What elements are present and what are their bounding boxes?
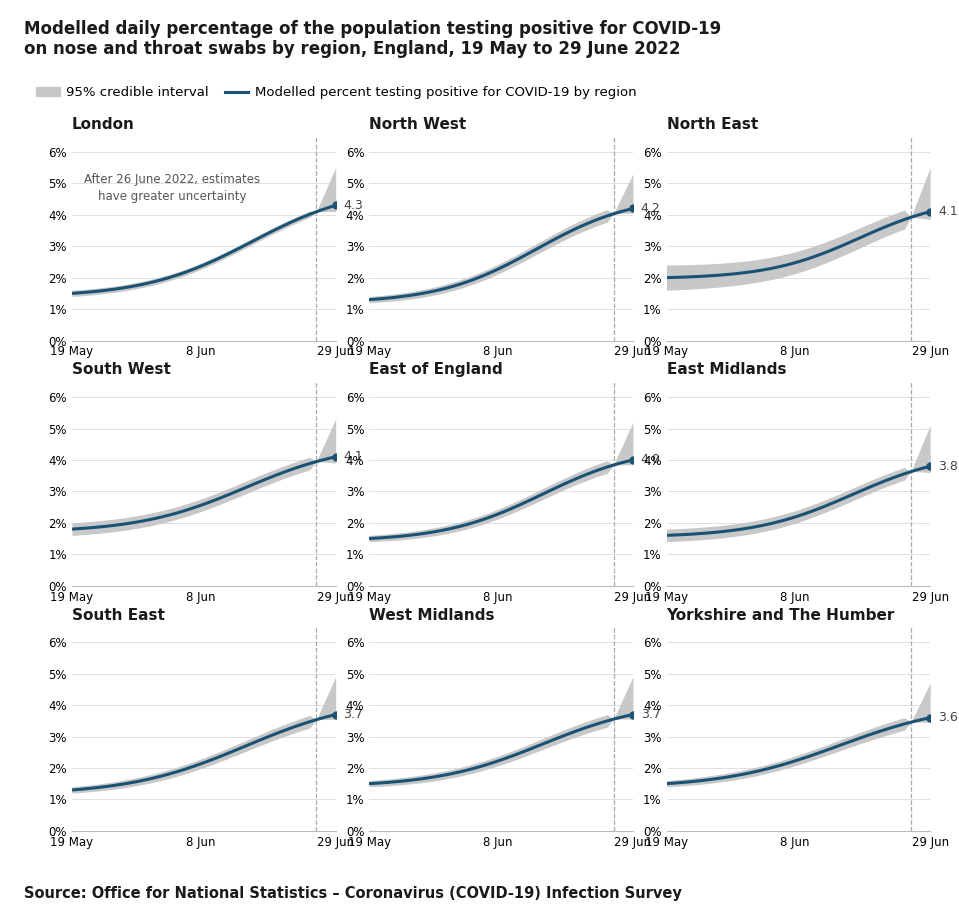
Text: East of England: East of England xyxy=(369,362,503,378)
Text: 4.0: 4.0 xyxy=(641,453,661,467)
Text: West Midlands: West Midlands xyxy=(369,607,495,623)
Text: 4.1: 4.1 xyxy=(343,450,363,463)
Text: North West: North West xyxy=(369,117,466,133)
Text: 4.2: 4.2 xyxy=(641,202,661,215)
Text: Yorkshire and The Humber: Yorkshire and The Humber xyxy=(667,607,895,623)
Text: Source: Office for National Statistics – Coronavirus (COVID-19) Infection Survey: Source: Office for National Statistics –… xyxy=(24,885,682,901)
Text: 3.8: 3.8 xyxy=(938,459,958,473)
Text: North East: North East xyxy=(667,117,758,133)
Text: 3.7: 3.7 xyxy=(641,708,661,721)
Text: East Midlands: East Midlands xyxy=(667,362,786,378)
Text: 4.1: 4.1 xyxy=(938,205,958,218)
Text: London: London xyxy=(72,117,135,133)
Text: on nose and throat swabs by region, England, 19 May to 29 June 2022: on nose and throat swabs by region, Engl… xyxy=(24,40,681,58)
Text: 4.3: 4.3 xyxy=(343,199,363,212)
Text: 3.7: 3.7 xyxy=(343,708,363,721)
Text: South East: South East xyxy=(72,607,165,623)
Text: After 26 June 2022, estimates
have greater uncertainty: After 26 June 2022, estimates have great… xyxy=(84,173,260,203)
Text: Modelled daily percentage of the population testing positive for COVID-19: Modelled daily percentage of the populat… xyxy=(24,20,721,38)
Legend: 95% credible interval, Modelled percent testing positive for COVID-19 by region: 95% credible interval, Modelled percent … xyxy=(31,81,642,104)
Text: South West: South West xyxy=(72,362,171,378)
Text: 3.6: 3.6 xyxy=(938,711,958,725)
